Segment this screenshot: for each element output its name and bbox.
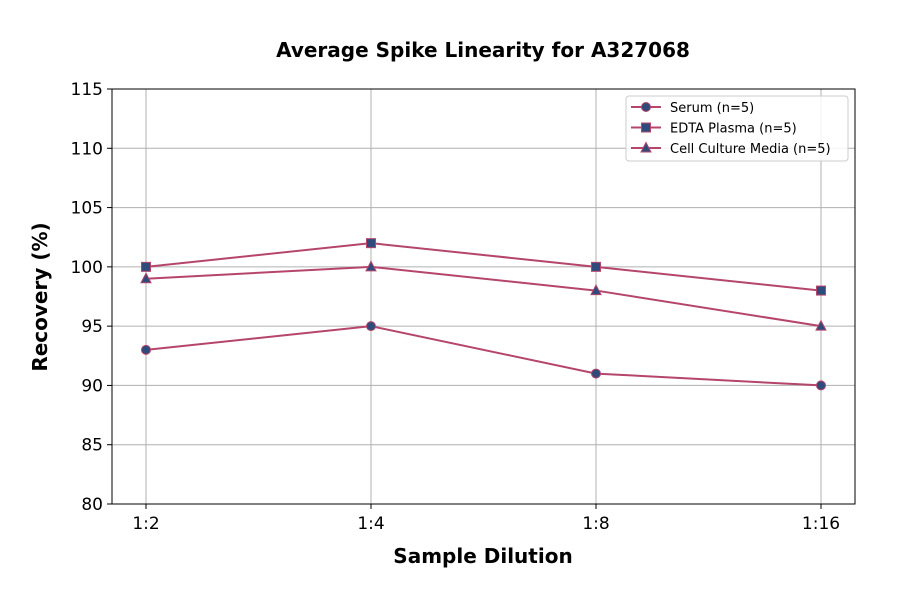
y-axis-label: Recovery (%) xyxy=(28,222,52,371)
series-line-0 xyxy=(145,325,822,387)
data-point-0-0 xyxy=(141,344,151,355)
x-tick-label: 1:8 xyxy=(582,514,609,534)
y-tick-label: 95 xyxy=(81,317,103,337)
legend: Serum (n=5) EDTA Plasma (n=5) Cell Culture… xyxy=(625,95,849,162)
x-axis-label: Sample Dilution xyxy=(393,544,572,568)
data-point-2-3 xyxy=(815,319,827,331)
y-tick-label: 110 xyxy=(71,139,103,159)
data-point-1-0 xyxy=(141,261,151,272)
data-point-2-2 xyxy=(590,283,602,296)
y-tick-label: 90 xyxy=(81,376,103,396)
data-point-0-3 xyxy=(816,380,826,391)
legend-marker-triangle xyxy=(640,141,652,153)
legend-marker-square xyxy=(641,122,651,133)
y-tick-label: 80 xyxy=(81,495,103,515)
legend-marker-circle xyxy=(641,102,651,112)
legend-label: Serum (n=5) xyxy=(670,101,754,116)
series-line-1 xyxy=(145,242,822,292)
chart-title: Average Spike Linearity for A327068 xyxy=(276,38,690,62)
x-tick-label: 1:2 xyxy=(132,514,159,534)
data-point-2-1 xyxy=(365,260,377,272)
y-tick-label: 105 xyxy=(71,199,103,219)
data-point-0-2 xyxy=(591,368,601,379)
data-point-1-3 xyxy=(816,285,826,296)
data-point-0-1 xyxy=(366,321,376,332)
y-tick-label: 85 xyxy=(81,436,103,456)
y-tick-label: 100 xyxy=(71,258,103,278)
y-tick-label: 115 xyxy=(71,80,103,100)
x-tick-label: 1:16 xyxy=(802,514,840,534)
series-line-2 xyxy=(145,265,822,328)
legend-box xyxy=(625,95,849,162)
data-point-1-2 xyxy=(591,261,601,272)
data-point-1-1 xyxy=(366,238,376,249)
x-tick-label: 1:4 xyxy=(357,514,384,534)
legend-label: Cell Culture Media (n=5) xyxy=(670,142,831,157)
legend-label: EDTA Plasma (n=5) xyxy=(670,122,797,137)
plot-frame xyxy=(111,88,856,505)
data-point-2-0 xyxy=(140,272,152,284)
